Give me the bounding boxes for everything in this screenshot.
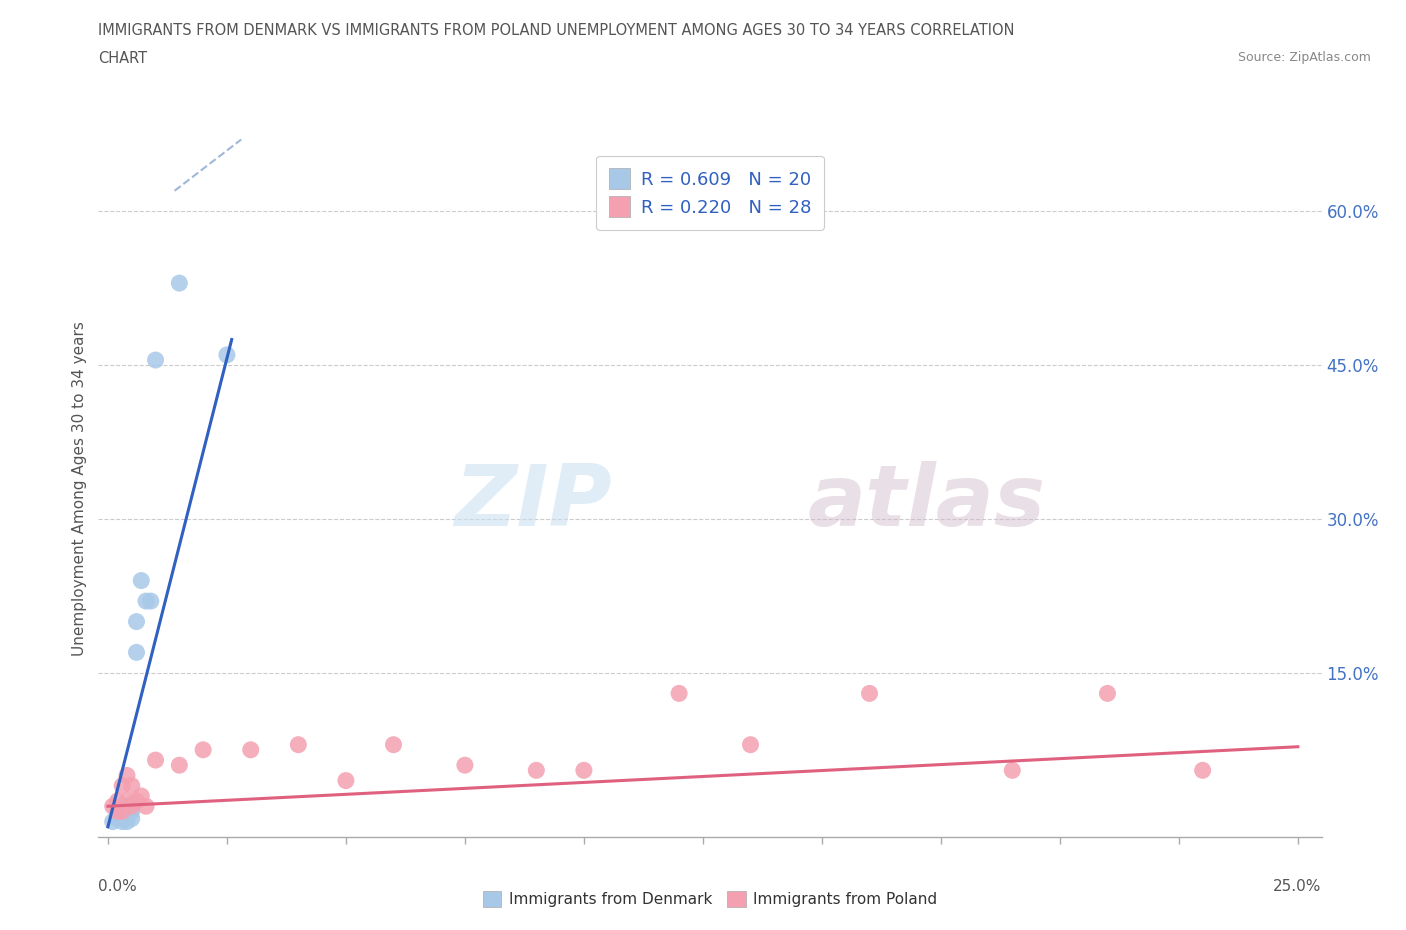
Point <box>139 593 162 608</box>
Text: CHART: CHART <box>98 51 148 66</box>
Text: atlas: atlas <box>808 460 1046 544</box>
Point <box>169 758 191 773</box>
Point <box>1097 686 1119 701</box>
Point <box>145 752 167 767</box>
Point <box>125 614 148 629</box>
Point <box>115 809 138 824</box>
Point <box>572 763 595 777</box>
Point <box>129 789 152 804</box>
Point <box>121 778 143 793</box>
Point <box>145 352 167 367</box>
Point <box>1191 763 1213 777</box>
Legend: Immigrants from Denmark, Immigrants from Poland: Immigrants from Denmark, Immigrants from… <box>477 884 943 913</box>
Point <box>335 773 357 788</box>
Point <box>524 763 547 777</box>
Point <box>129 573 152 588</box>
Point <box>107 793 129 808</box>
Point <box>115 793 138 808</box>
Point <box>169 275 191 290</box>
Point <box>111 807 134 822</box>
Point <box>215 348 238 363</box>
Point <box>111 804 134 818</box>
Point <box>191 742 214 757</box>
Point <box>135 593 157 608</box>
Point <box>668 686 690 701</box>
Point <box>121 811 143 826</box>
Point <box>101 799 124 814</box>
Point <box>121 799 143 814</box>
Y-axis label: Unemployment Among Ages 30 to 34 years: Unemployment Among Ages 30 to 34 years <box>72 321 87 656</box>
Point <box>111 814 134 829</box>
Text: IMMIGRANTS FROM DENMARK VS IMMIGRANTS FROM POLAND UNEMPLOYMENT AMONG AGES 30 TO : IMMIGRANTS FROM DENMARK VS IMMIGRANTS FR… <box>98 23 1015 38</box>
Text: 25.0%: 25.0% <box>1274 879 1322 894</box>
Point <box>107 811 129 826</box>
Text: 0.0%: 0.0% <box>98 879 138 894</box>
Point <box>111 804 134 818</box>
Point <box>454 758 477 773</box>
Point <box>111 778 134 793</box>
Point <box>740 737 762 752</box>
Point <box>115 814 138 829</box>
Text: ZIP: ZIP <box>454 460 612 544</box>
Text: Source: ZipAtlas.com: Source: ZipAtlas.com <box>1237 51 1371 64</box>
Point <box>125 793 148 808</box>
Point <box>121 804 143 818</box>
Point <box>101 814 124 829</box>
Point <box>121 797 143 812</box>
Point <box>125 644 148 659</box>
Point <box>115 768 138 783</box>
Point <box>382 737 405 752</box>
Point <box>239 742 262 757</box>
Point <box>135 799 157 814</box>
Point <box>858 686 880 701</box>
Point <box>1001 763 1024 777</box>
Point <box>115 799 138 814</box>
Point <box>287 737 309 752</box>
Point <box>107 804 129 818</box>
Point <box>107 809 129 824</box>
